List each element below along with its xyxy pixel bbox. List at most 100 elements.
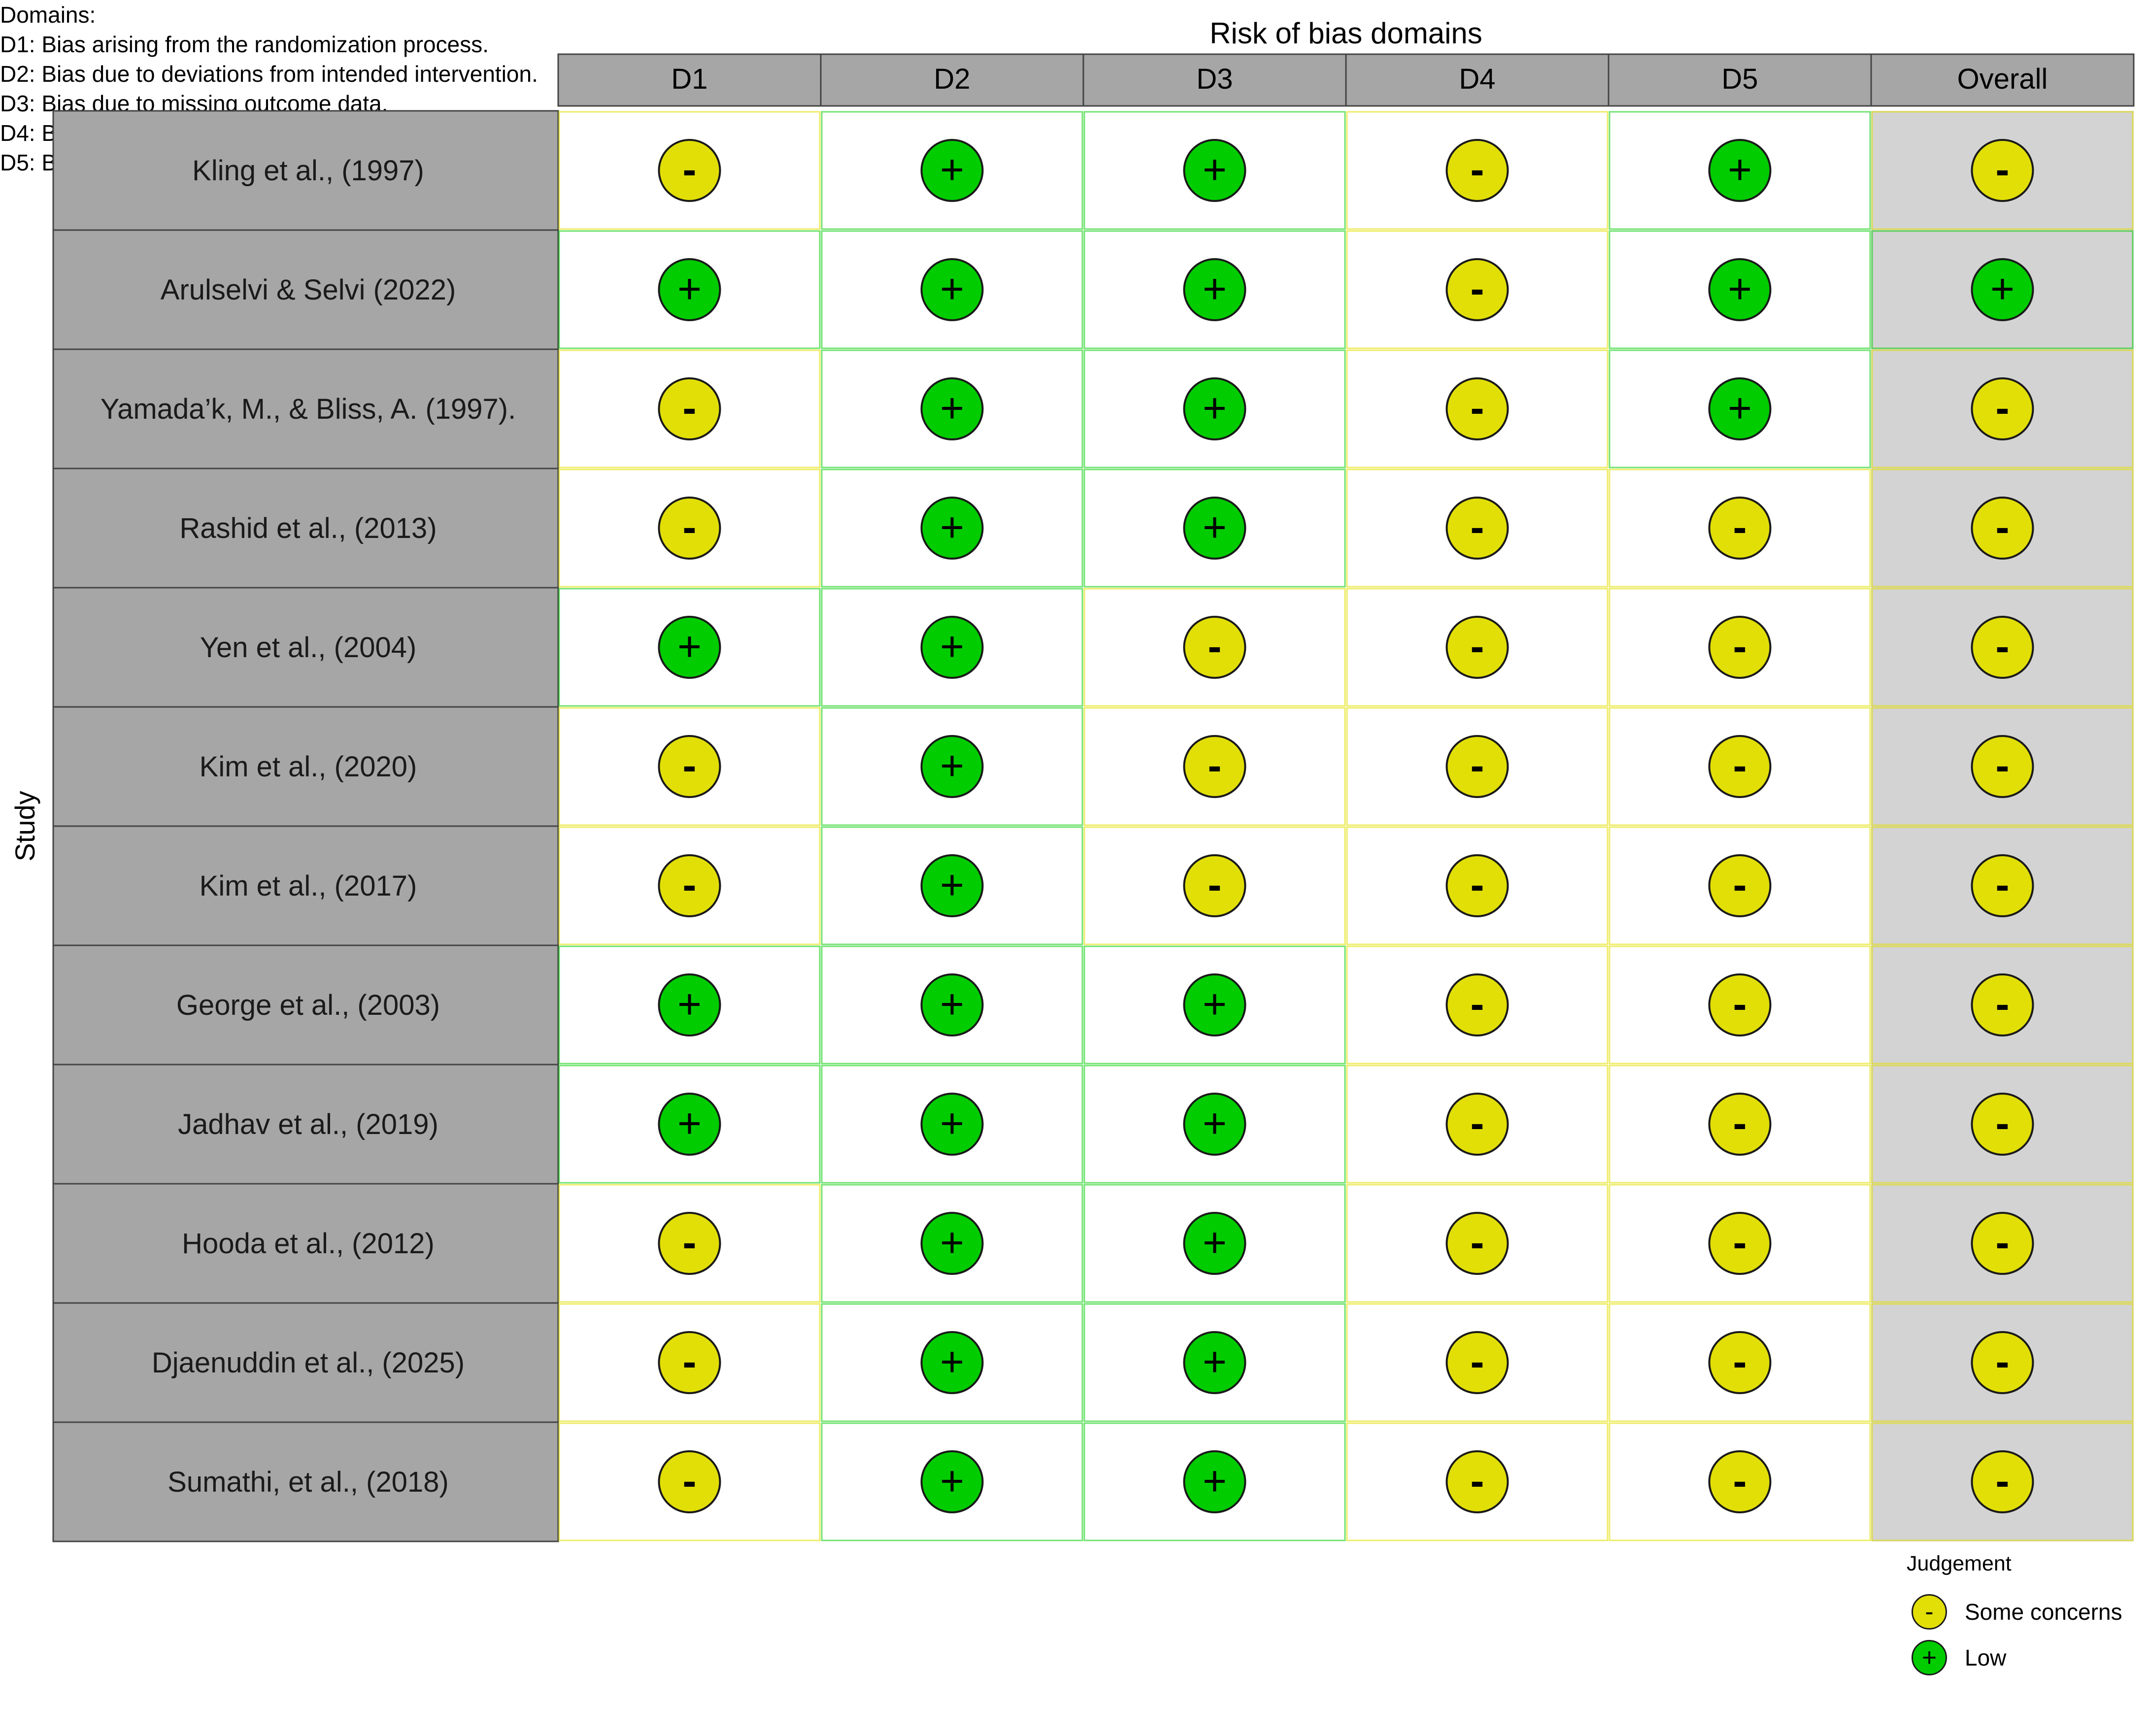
judgement-cell — [1871, 826, 2134, 945]
study-label: Jadhav et al., (2019) — [178, 1108, 438, 1140]
judgement-symbol: + — [1203, 504, 1227, 550]
low-risk-marker — [1183, 497, 1246, 560]
judgement-symbol: - — [1471, 1458, 1484, 1504]
some-concerns-marker — [1708, 1450, 1772, 1513]
judgement-symbol: - — [683, 1219, 697, 1266]
column-header-label: D3 — [1196, 63, 1233, 95]
judgement-cell — [1083, 945, 1346, 1065]
judgement-cell — [1871, 1184, 2134, 1303]
judgement-symbol: - — [1996, 981, 2010, 1027]
judgement-symbol: + — [940, 623, 964, 669]
overall-column-background — [1871, 111, 2134, 1541]
domains-legend-heading: Domains: — [0, 2, 96, 28]
low-risk-marker — [920, 854, 984, 917]
judgement-symbol: - — [1471, 742, 1484, 789]
judgement-symbol: - — [683, 862, 697, 908]
judgement-cell — [1346, 707, 1609, 826]
low-risk-marker — [658, 973, 721, 1036]
judgement-cell — [1346, 1422, 1609, 1541]
judgement-symbol: + — [1203, 385, 1227, 431]
low-risk-marker — [1971, 258, 2034, 321]
judgement-cell — [1346, 349, 1609, 468]
judgement-cell — [1609, 349, 1871, 468]
some-concerns-marker — [658, 139, 721, 202]
judgement-cell — [821, 1184, 1083, 1303]
low-risk-marker — [920, 139, 984, 202]
study-label-cell — [52, 1421, 559, 1542]
some-concerns-marker — [1971, 735, 2034, 798]
judgement-cell — [821, 1303, 1083, 1422]
judgement-symbol: - — [1996, 1100, 2010, 1146]
judgement-cell — [1609, 111, 1871, 230]
judgement-symbol: + — [1728, 146, 1752, 193]
judgement-symbol: + — [1728, 266, 1752, 312]
judgement-symbol: - — [1471, 504, 1484, 550]
judgement-cell — [558, 945, 821, 1065]
judgement-symbol: + — [1728, 385, 1752, 431]
judgement-cell — [1609, 468, 1871, 588]
judgement-cell — [558, 1184, 821, 1303]
some-concerns-marker — [1445, 1331, 1509, 1394]
study-label-cell — [52, 944, 559, 1066]
study-label-cell — [52, 825, 559, 946]
study-label: Yen et al., (2004) — [200, 632, 417, 664]
judgement-symbol: - — [1471, 1338, 1484, 1385]
low-risk-marker — [1183, 258, 1246, 321]
judgement-cell — [821, 588, 1083, 707]
some-concerns-marker — [1708, 735, 1772, 798]
judgement-symbol: + — [940, 1100, 964, 1146]
some-concerns-marker — [1183, 735, 1246, 798]
judgement-cell — [1346, 588, 1609, 707]
judgement-symbol: + — [940, 981, 964, 1027]
judgement-cell — [821, 826, 1083, 945]
study-label: Sumathi, et al., (2018) — [168, 1466, 449, 1498]
judgement-cell — [1083, 1065, 1346, 1184]
some-concerns-marker — [1971, 139, 2034, 202]
low-risk-marker — [920, 497, 984, 560]
judgement-symbol: - — [1996, 1219, 2010, 1266]
study-label: Kling et al., (1997) — [192, 155, 424, 187]
some-concerns-marker — [1708, 1212, 1772, 1275]
judgement-cell — [1083, 1303, 1346, 1422]
some-concerns-marker — [1708, 1331, 1772, 1394]
some-concerns-marker — [1971, 616, 2034, 679]
study-label-cell — [52, 348, 559, 469]
chart-title: Risk of bias domains — [1209, 17, 1482, 50]
low-risk-marker — [920, 616, 984, 679]
judgement-cell — [1083, 1422, 1346, 1541]
judgement-symbol: - — [1996, 146, 2010, 193]
low-risk-marker — [920, 735, 984, 798]
judgement-cell — [821, 468, 1083, 588]
judgement-symbol: - — [1471, 1219, 1484, 1266]
judgement-cell — [1346, 468, 1609, 588]
study-label-cell — [52, 587, 559, 708]
judgement-cell — [1083, 826, 1346, 945]
some-concerns-legend-label: Some concerns — [1965, 1599, 2122, 1625]
judgement-cell — [1346, 1065, 1609, 1184]
some-concerns-marker — [1445, 139, 1509, 202]
some-concerns-marker — [1445, 377, 1509, 440]
some-concerns-marker — [1445, 258, 1509, 321]
judgement-symbol: - — [1733, 623, 1747, 669]
some-concerns-marker — [658, 1450, 721, 1513]
judgement-symbol: - — [1996, 862, 2010, 908]
judgement-cell — [1609, 826, 1871, 945]
study-label-cell — [52, 229, 559, 350]
judgement-symbol: - — [683, 742, 697, 789]
judgement-symbol: + — [940, 742, 964, 789]
judgement-symbol: - — [1996, 1338, 2010, 1385]
judgement-cell — [1871, 349, 2134, 468]
judgement-symbol: - — [683, 146, 697, 193]
judgement-symbol: + — [940, 504, 964, 550]
low-risk-marker — [658, 258, 721, 321]
judgement-cell — [1346, 230, 1609, 349]
domains-legend-d2: D2: Bias due to deviations from intended… — [0, 61, 538, 87]
judgement-symbol: - — [1996, 504, 2010, 550]
study-label: Hooda et al., (2012) — [182, 1228, 435, 1260]
some-concerns-marker — [1183, 616, 1246, 679]
judgement-cell — [1346, 945, 1609, 1065]
judgement-symbol: + — [1203, 1219, 1227, 1266]
judgement-cell — [1346, 1184, 1609, 1303]
judgement-symbol: + — [940, 862, 964, 908]
column-header-d1 — [557, 53, 822, 107]
